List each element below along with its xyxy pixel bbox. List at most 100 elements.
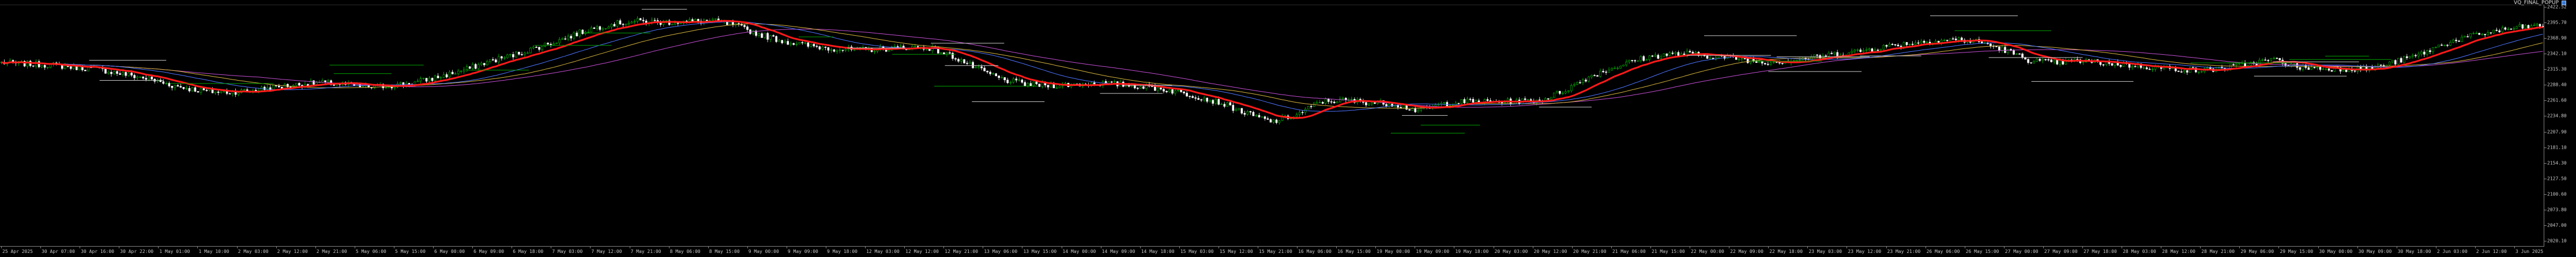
bull-candle: [2513, 28, 2515, 29]
bear-candle: [1871, 48, 1874, 52]
bull-candle: [457, 70, 460, 74]
bear-candle: [1330, 101, 1333, 103]
bear-candle: [1269, 119, 1272, 123]
bull-candle: [1307, 106, 1310, 109]
time-label: 28 May 03:00: [2123, 249, 2156, 254]
time-label: 2 Jun 12:00: [2476, 249, 2507, 254]
bear-candle: [110, 71, 112, 74]
bear-candle: [986, 70, 988, 73]
time-label: 28 May 21:00: [2201, 249, 2235, 254]
price-tick: [2544, 225, 2547, 226]
bull-candle: [2481, 33, 2484, 35]
bull-candle: [616, 20, 619, 27]
price-label: 2422.52: [2547, 4, 2567, 10]
bear-candle: [171, 85, 174, 88]
bear-candle: [43, 65, 46, 68]
bear-candle: [653, 20, 656, 21]
price-chart[interactable]: [0, 0, 2544, 247]
bull-candle: [2206, 67, 2209, 69]
bull-candle: [1957, 37, 1960, 40]
bull-candle: [2250, 62, 2252, 66]
bear-candle: [2050, 59, 2052, 62]
bear-candle: [949, 52, 951, 54]
bull-candle: [1573, 84, 1575, 86]
bull-candle: [1926, 41, 1928, 43]
bull-candle: [1914, 42, 1917, 45]
bear-candle: [972, 62, 974, 69]
bull-candle: [1272, 119, 1275, 123]
bull-candle: [926, 48, 928, 50]
bull-candle: [2432, 47, 2434, 52]
bull-candle: [113, 71, 115, 74]
time-label: 5 May 15:00: [394, 249, 426, 254]
bull-candle: [200, 88, 202, 93]
time-tick: [747, 247, 748, 248]
bull-candle: [2501, 27, 2504, 32]
price-tick: [2544, 100, 2547, 101]
time-tick: [40, 247, 42, 248]
bear-candle: [313, 80, 315, 85]
bear-candle: [2527, 25, 2530, 29]
time-tick: [2318, 247, 2319, 248]
time-tick: [197, 247, 198, 248]
time-tick: [2514, 247, 2515, 248]
bear-candle: [298, 83, 300, 86]
time-label: 28 May 12:00: [2162, 249, 2195, 254]
bear-candle: [1263, 116, 1266, 119]
time-label: 23 May 03:00: [1808, 249, 1842, 254]
bear-candle: [1206, 97, 1208, 102]
bear-candle: [2495, 29, 2498, 31]
bull-candle: [1949, 38, 1951, 41]
bear-candle: [2394, 60, 2397, 65]
price-label: 2261.60: [2547, 97, 2567, 103]
bear-candle: [2027, 59, 2029, 63]
indicator-settings-icon[interactable]: [2562, 1, 2566, 5]
bear-candle: [2423, 51, 2425, 55]
time-label: 15 May 03:00: [1180, 249, 1214, 254]
bull-candle: [266, 87, 269, 90]
bear-candle: [2145, 67, 2148, 70]
bear-candle: [37, 61, 40, 67]
time-label: 3 Jun 2025: [2515, 249, 2544, 254]
bull-candle: [2492, 29, 2495, 33]
bull-candle: [969, 62, 971, 64]
time-tick: [590, 247, 591, 248]
bull-candle: [2464, 36, 2466, 37]
bear-candle: [2440, 44, 2443, 46]
bear-candle: [706, 20, 708, 21]
bull-candle: [1371, 102, 1373, 104]
price-label: 2234.80: [2547, 113, 2567, 119]
bull-candle: [2536, 24, 2539, 25]
bear-candle: [1946, 40, 1949, 41]
bear-candle: [197, 91, 200, 93]
bull-candle: [2007, 49, 2009, 53]
bull-candle: [2261, 59, 2263, 61]
bull-candle: [2053, 59, 2055, 62]
bull-candle: [191, 87, 194, 92]
time-label: 23 May 12:00: [1848, 249, 1882, 254]
bull-candle: [844, 49, 847, 51]
time-tick: [1336, 247, 1337, 248]
bear-candle: [619, 20, 622, 25]
bull-candle: [462, 69, 465, 71]
bull-candle: [1235, 109, 1238, 111]
time-tick: [865, 247, 866, 248]
bear-candle: [787, 41, 789, 45]
time-label: 30 Apr 16:00: [81, 249, 114, 254]
bear-candle: [1605, 71, 1607, 73]
bear-candle: [1764, 63, 1766, 65]
bear-candle: [1191, 96, 1194, 98]
bear-candle: [1223, 104, 1226, 107]
bear-candle: [1891, 44, 1894, 45]
bull-candle: [2036, 59, 2038, 62]
bull-candle: [1064, 82, 1067, 84]
bear-candle: [1894, 44, 1897, 46]
bear-candle: [1186, 93, 1188, 97]
bull-candle: [1758, 61, 1761, 63]
bear-candle: [1240, 108, 1243, 114]
time-label: 29 May 15:00: [2280, 249, 2314, 254]
bear-candle: [761, 33, 763, 38]
bull-candle: [798, 42, 801, 44]
bull-candle: [1214, 99, 1217, 104]
